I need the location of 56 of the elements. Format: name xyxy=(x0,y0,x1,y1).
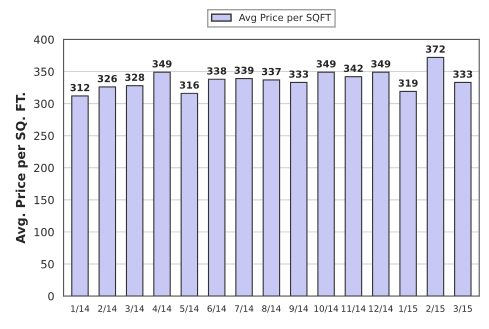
x-tick-label: 1/15 xyxy=(399,305,418,313)
data-label: 349 xyxy=(152,60,172,68)
bar xyxy=(454,82,472,296)
bar xyxy=(262,79,280,296)
data-label: 328 xyxy=(125,74,144,82)
y-tick-label: 200 xyxy=(34,164,54,172)
x-tick-label: 12/14 xyxy=(369,305,393,313)
bar xyxy=(153,72,171,296)
x-tick-label: 9/14 xyxy=(289,305,308,313)
y-tick-label: 300 xyxy=(34,100,54,108)
y-tick-label: 0 xyxy=(48,292,54,300)
y-tick-label: 50 xyxy=(41,260,54,268)
data-label: 333 xyxy=(289,70,308,78)
y-tick-label: 150 xyxy=(34,196,54,204)
legend-label: Avg Price per SQFT xyxy=(238,14,332,24)
bar xyxy=(426,56,444,296)
data-label: 339 xyxy=(234,66,254,74)
data-label: 326 xyxy=(98,74,117,82)
bar xyxy=(180,92,198,296)
bar xyxy=(71,95,89,296)
bar xyxy=(372,72,390,296)
y-tick-label: 100 xyxy=(34,228,54,236)
x-tick-label: 1/14 xyxy=(71,305,90,313)
x-tick-label: 6/14 xyxy=(207,305,226,313)
data-label: 349 xyxy=(371,60,390,68)
x-tick-label: 2/14 xyxy=(98,305,117,313)
bar xyxy=(126,85,144,296)
data-label: 372 xyxy=(426,45,445,53)
data-label: 316 xyxy=(180,81,199,89)
bar xyxy=(344,76,362,296)
y-axis-title: Avg. Price per SQ. FT. xyxy=(16,93,28,244)
bar xyxy=(290,82,308,296)
x-tick-label: 3/15 xyxy=(454,305,472,313)
bar xyxy=(98,86,116,296)
bar xyxy=(317,72,335,296)
y-tick-label: 350 xyxy=(34,68,54,76)
data-label: 349 xyxy=(316,60,336,68)
x-tick-label: 10/14 xyxy=(314,305,338,313)
y-tick-label: 400 xyxy=(34,35,54,44)
x-tick-label: 11/14 xyxy=(342,305,366,313)
x-tick-label: 3/14 xyxy=(126,305,144,313)
x-tick-label: 2/15 xyxy=(426,305,445,313)
data-label: 319 xyxy=(398,79,418,87)
bar xyxy=(208,78,226,296)
data-label: 337 xyxy=(262,68,281,76)
x-tick-label: 7/14 xyxy=(234,305,254,313)
data-label: 342 xyxy=(344,64,363,72)
bar xyxy=(399,90,417,296)
x-tick-label: 8/14 xyxy=(262,305,281,313)
x-tick-label: 4/14 xyxy=(152,305,172,313)
data-label: 338 xyxy=(207,67,226,75)
x-tick-label: 5/14 xyxy=(180,305,199,313)
bar xyxy=(235,78,253,296)
data-label: 333 xyxy=(453,70,472,78)
y-tick-label: 250 xyxy=(34,132,54,140)
data-label: 312 xyxy=(70,84,90,92)
